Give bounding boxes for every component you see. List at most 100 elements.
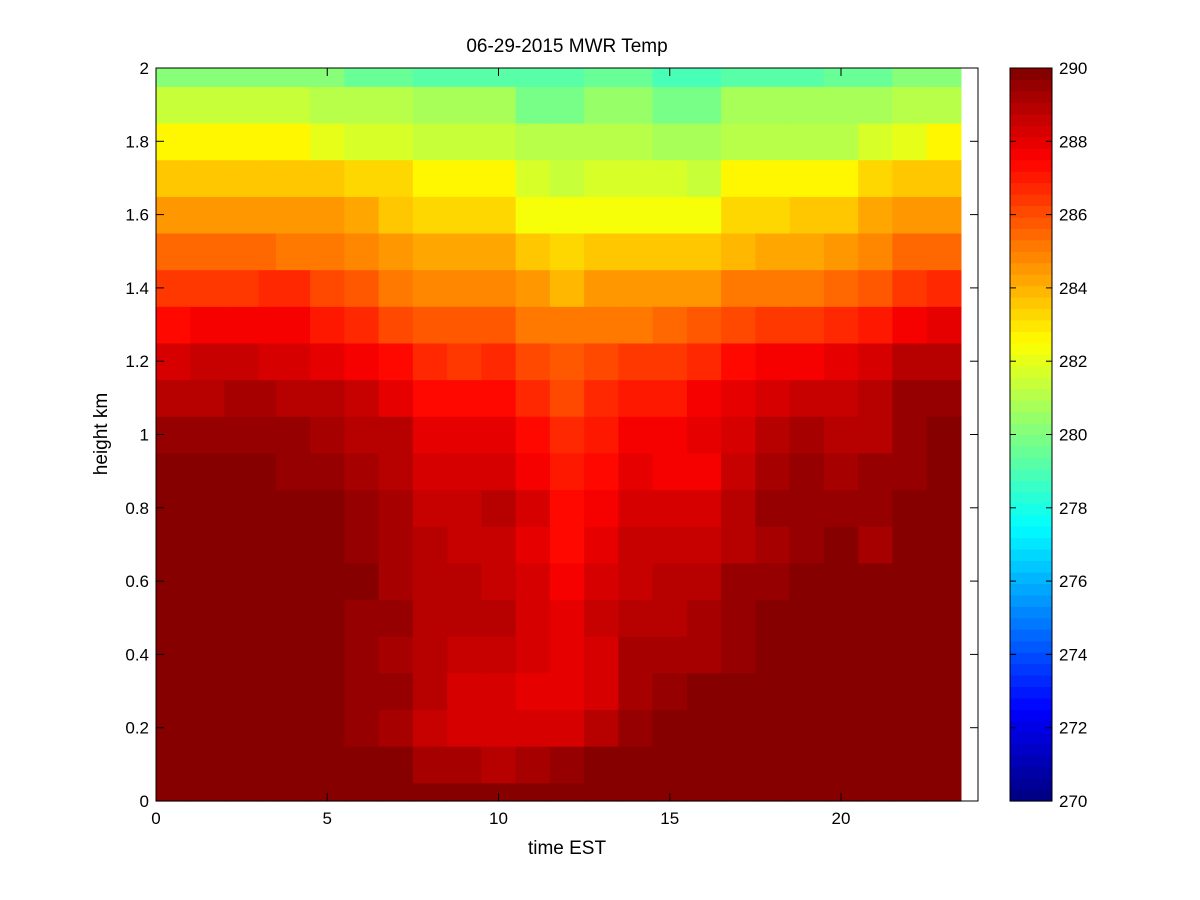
axis-ticks: 0 5 10 15 20 0 0.2 0.4 0.6 0.8 1 1.2 1.4 1.6 1.8 2: [125, 59, 978, 828]
heatmap-cell: [686, 526, 722, 564]
heatmap-cell: [447, 159, 482, 197]
heatmap-cell: [275, 269, 311, 307]
heatmap-cell: [481, 342, 517, 381]
heatmap-cell: [858, 122, 893, 161]
heatmap-cell: [721, 562, 756, 601]
colorbar-segment: [1010, 766, 1052, 779]
heatmap-cell: [481, 672, 517, 710]
heatmap-cell: [926, 86, 962, 124]
heatmap-cell: [823, 782, 859, 802]
chart-title: 06-29-2015 MWR Temp: [466, 36, 667, 57]
heatmap-cell: [447, 562, 482, 601]
heatmap-cell: [823, 709, 859, 747]
heatmap-cell: [258, 709, 277, 747]
heatmap-cell: [344, 452, 380, 491]
heatmap-cell: [258, 232, 277, 271]
heatmap-cell: [858, 709, 893, 747]
x-tick-label: 10: [489, 809, 508, 828]
colorbar-segment: [1010, 365, 1052, 378]
heatmap-cell: [721, 526, 756, 564]
heatmap-cell: [618, 489, 654, 527]
heatmap-cell: [310, 416, 345, 454]
heatmap-cell: [412, 452, 448, 491]
heatmap-cell: [823, 86, 859, 124]
heatmap-cell: [789, 196, 825, 234]
colorbar-segment: [1010, 354, 1052, 367]
heatmap-cell: [275, 782, 311, 802]
heatmap-cell: [447, 86, 482, 124]
heatmap-cell: [618, 68, 654, 87]
heatmap-cell: [275, 86, 311, 124]
heatmap-cell: [823, 526, 859, 564]
heatmap-cell: [156, 746, 191, 784]
heatmap-cell: [156, 68, 191, 87]
heatmap-cell: [652, 342, 688, 381]
heatmap-cell: [224, 342, 260, 381]
heatmap-cell: [224, 489, 260, 527]
heatmap-cell: [515, 306, 551, 344]
heatmap-cell: [481, 416, 517, 454]
heatmap-cell: [258, 562, 277, 601]
heatmap-cell: [156, 232, 191, 271]
heatmap-cell: [789, 232, 825, 271]
colorbar-segment: [1010, 675, 1052, 688]
heatmap-cell: [755, 379, 791, 417]
heatmap-cell: [447, 599, 482, 637]
y-tick-label: 0: [140, 792, 149, 811]
colorbar-segment: [1010, 537, 1052, 550]
heatmap-cell: [755, 342, 791, 381]
heatmap-cell: [652, 782, 688, 802]
heatmap-cell: [926, 782, 962, 802]
heatmap-cell: [310, 489, 345, 527]
y-tick-label: 2: [140, 59, 149, 78]
heatmap-cell: [378, 746, 414, 784]
heatmap-cell: [481, 599, 517, 637]
heatmap-cell: [618, 672, 654, 710]
heatmap-cell: [275, 196, 311, 234]
heatmap-cell: [310, 599, 345, 637]
heatmap-cell: [892, 416, 928, 454]
heatmap-cell: [789, 342, 825, 381]
heatmap-cell: [584, 159, 619, 197]
heatmap-cell: [224, 232, 260, 271]
heatmap-cell: [755, 306, 791, 344]
heatmap-cell: [515, 709, 551, 747]
heatmap-cell: [481, 489, 517, 527]
heatmap-cell: [549, 379, 585, 417]
heatmap-cell: [618, 562, 654, 601]
colorbar-segment: [1010, 732, 1052, 745]
heatmap-cell: [412, 68, 448, 87]
heatmap-cell: [378, 782, 414, 802]
heatmap-cell: [652, 159, 688, 197]
heatmap-cell: [892, 709, 928, 747]
heatmap-cell: [190, 452, 226, 491]
heatmap-cell: [858, 342, 893, 381]
heatmap-cell: [755, 269, 791, 307]
heatmap-cell: [686, 122, 722, 161]
heatmap-cell: [412, 672, 448, 710]
heatmap-cell: [275, 746, 311, 784]
heatmap-cell: [789, 672, 825, 710]
heatmap-cell: [275, 672, 311, 710]
heatmap-cell: [858, 86, 893, 124]
heatmap-cell: [190, 342, 226, 381]
colorbar-tick-label: 272: [1059, 719, 1087, 738]
heatmap-cell: [721, 599, 756, 637]
heatmap-cell: [618, 122, 654, 161]
heatmap-cell: [310, 342, 345, 381]
colorbar-segment: [1010, 617, 1052, 630]
heatmap-cell: [481, 636, 517, 674]
colorbar-tick-label: 270: [1059, 792, 1087, 811]
heatmap-cell: [190, 159, 226, 197]
heatmap-cell: [549, 672, 585, 710]
heatmap-cell: [447, 416, 482, 454]
heatmap-cell: [310, 709, 345, 747]
heatmap-cell: [224, 709, 260, 747]
heatmap-cell: [275, 489, 311, 527]
heatmap-cell: [584, 342, 619, 381]
heatmap-cell: [721, 122, 756, 161]
heatmap-cell: [378, 86, 414, 124]
heatmap-cell: [258, 342, 277, 381]
heatmap-cell: [258, 68, 277, 87]
heatmap-cell: [584, 636, 619, 674]
